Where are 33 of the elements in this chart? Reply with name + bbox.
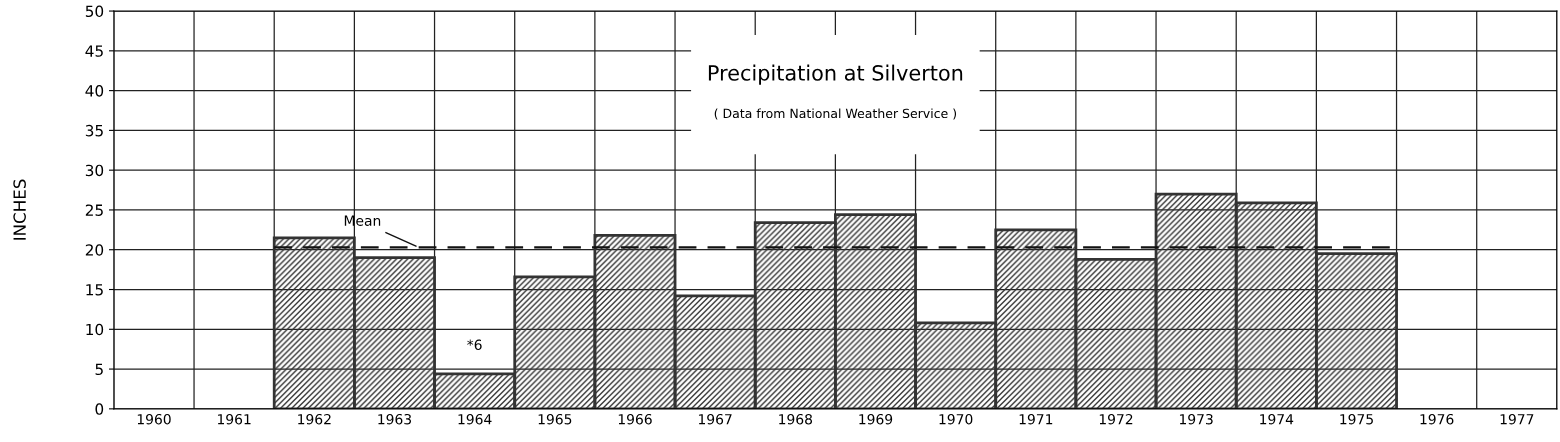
x-tick-label: 1964 xyxy=(458,413,492,425)
x-tick-label: 1961 xyxy=(217,413,251,425)
x-tick-label: 1976 xyxy=(1420,413,1454,425)
y-tick-label: 35 xyxy=(85,124,103,137)
x-tick-label: 1972 xyxy=(1099,413,1133,425)
x-tick-label: 1966 xyxy=(618,413,652,425)
y-tick-label: 5 xyxy=(95,363,103,376)
y-tick-label: 15 xyxy=(86,284,103,296)
x-tick-label: 1967 xyxy=(698,413,732,425)
y-tick-label: 40 xyxy=(85,85,104,97)
x-tick-label: 1971 xyxy=(1019,413,1053,425)
x-tick-label: 1975 xyxy=(1340,413,1373,425)
y-tick-label: 50 xyxy=(85,5,104,18)
y-axis-title: INCHES xyxy=(13,179,26,240)
x-tick-label: 1965 xyxy=(538,413,572,425)
x-tick-label: 1963 xyxy=(378,413,412,425)
annotation: *6 xyxy=(467,339,482,351)
x-tick-label: 1977 xyxy=(1500,413,1534,425)
text: Precipitation at Silverton xyxy=(708,64,963,85)
y-tick-label: 25 xyxy=(85,204,103,216)
x-tick-label: 1970 xyxy=(939,413,973,425)
y-tick-label: 10 xyxy=(86,323,104,336)
x-tick-label: 1962 xyxy=(298,413,331,425)
x-tick-label: 1973 xyxy=(1179,413,1213,425)
x-tick-label: 1974 xyxy=(1260,413,1294,425)
y-tick-label: 20 xyxy=(85,244,104,256)
x-tick-label: 1969 xyxy=(859,413,893,425)
y-tick-label: 30 xyxy=(85,164,104,177)
text: ( Data from National Weather Service ) xyxy=(714,108,957,120)
x-tick-label: 1968 xyxy=(779,413,813,425)
x-tick-label: 1960 xyxy=(137,413,171,425)
y-tick-label: 0 xyxy=(95,403,104,415)
y-tick-label: 45 xyxy=(85,45,103,57)
